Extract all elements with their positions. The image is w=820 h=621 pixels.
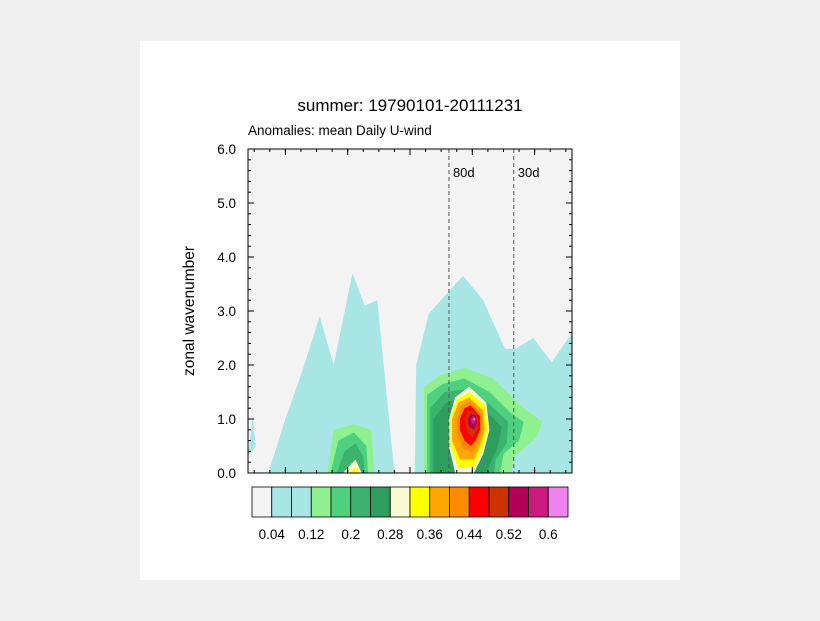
y-tick-label: 3.0 (217, 304, 236, 319)
colorbar-box (350, 486, 371, 518)
colorbar-box (488, 486, 510, 518)
chart-subtitle: Anomalies: mean Daily U-wind (248, 123, 432, 138)
colorbar-label: 0.6 (539, 527, 558, 542)
contour-region-0_64 (472, 417, 476, 422)
colorbar-box (310, 486, 332, 518)
colorbar-box (291, 486, 312, 518)
colorbar-label: 0.28 (377, 527, 403, 542)
period-label-80d: 80d (453, 165, 475, 180)
colorbar-label: 0.04 (259, 527, 286, 542)
colorbar-box (389, 486, 411, 518)
chart-title: summer: 19790101-20111231 (297, 96, 522, 115)
y-tick-label: 6.0 (217, 142, 236, 157)
y-tick-label: 5.0 (217, 196, 236, 211)
colorbar-box (449, 486, 470, 518)
colorbar-label: 0.12 (298, 527, 324, 542)
contour-region-0_36 (349, 466, 359, 473)
colorbar-label: 0.52 (496, 527, 522, 542)
period-label-30d: 30d (518, 165, 540, 180)
figure-panel: summer: 19790101-20111231 Anomalies: mea… (140, 41, 680, 580)
y-axis-label: zonal wavenumber (181, 246, 198, 376)
colorbar-box (468, 486, 490, 518)
contour-fills (248, 273, 572, 473)
colorbar-box (508, 486, 529, 518)
colorbar-box (330, 486, 352, 518)
y-tick-label: 1.0 (217, 412, 236, 427)
colorbar-box (370, 486, 391, 518)
colorbar-label: 0.44 (456, 527, 483, 542)
colorbar-label: 0.36 (417, 527, 443, 542)
colorbar-box (528, 486, 549, 518)
colorbar-box (251, 486, 273, 518)
colorbar-box (409, 486, 431, 518)
colorbar: 0.04 0.12 0.2 0.28 0.36 0.44 0.52 0.6 (251, 486, 569, 542)
colorbar-box (429, 486, 450, 518)
colorbar-box (547, 486, 569, 518)
colorbar-box (271, 486, 292, 518)
y-tick-label: 2.0 (217, 358, 236, 373)
contour-region-0_04 (248, 416, 256, 457)
y-tick-label: 4.0 (217, 250, 236, 265)
chart-figure: summer: 19790101-20111231 Anomalies: mea… (181, 96, 573, 542)
y-tick-label: 0.0 (217, 466, 236, 481)
contour-region-0_6 (470, 415, 476, 425)
plot-area: 80d30d-0.040-0.0200.0000.0200.0400.01.02… (217, 142, 573, 506)
colorbar-label: 0.2 (341, 527, 360, 542)
